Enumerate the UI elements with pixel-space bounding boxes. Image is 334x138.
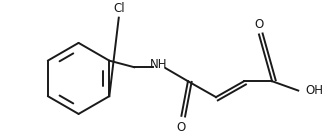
Text: Cl: Cl [113, 2, 125, 15]
Text: OH: OH [306, 84, 324, 97]
Text: O: O [255, 18, 264, 31]
Text: O: O [177, 121, 186, 134]
Text: NH: NH [150, 58, 168, 71]
